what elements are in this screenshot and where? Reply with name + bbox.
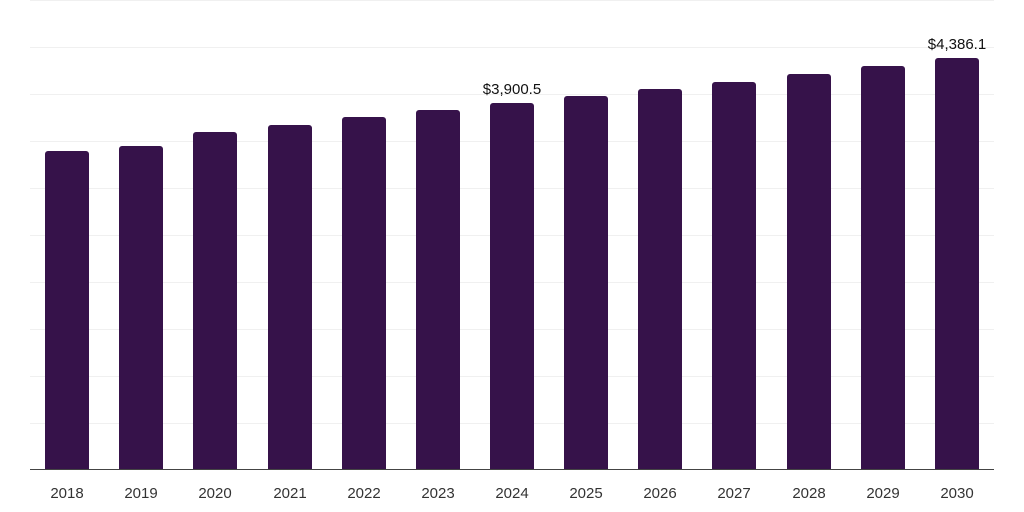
x-tick-label: 2020 [198, 485, 232, 502]
x-tick-label: 2018 [50, 485, 84, 502]
gridline [30, 47, 994, 48]
data-label: $4,386.1 [927, 36, 987, 53]
bar-2020[interactable] [193, 132, 237, 470]
x-tick-label: 2023 [421, 485, 455, 502]
x-tick-label: 2029 [866, 485, 900, 502]
bar-2029[interactable] [861, 66, 905, 470]
x-tick-label: 2021 [273, 485, 307, 502]
x-tick-label: 2027 [717, 485, 751, 502]
x-tick-label: 2022 [347, 485, 381, 502]
bar-2030[interactable] [935, 58, 979, 470]
x-tick-label: 2024 [495, 485, 529, 502]
x-tick-label: 2019 [124, 485, 158, 502]
data-label: $3,900.5 [482, 81, 542, 98]
x-tick-label: 2030 [940, 485, 974, 502]
bar-2026[interactable] [638, 89, 682, 470]
bar-2028[interactable] [787, 74, 831, 470]
gridline [30, 94, 994, 95]
bar-2023[interactable] [416, 110, 460, 470]
bar-2025[interactable] [564, 96, 608, 470]
bar-2024[interactable] [490, 103, 534, 470]
x-axis-line [30, 469, 994, 470]
x-tick-label: 2026 [643, 485, 677, 502]
bar-2027[interactable] [712, 82, 756, 470]
bar-2018[interactable] [45, 151, 89, 470]
bar-2019[interactable] [119, 146, 163, 470]
x-tick-label: 2028 [792, 485, 826, 502]
gridline [30, 0, 994, 1]
bar-2022[interactable] [342, 117, 386, 470]
x-tick-label: 2025 [569, 485, 603, 502]
bar-2021[interactable] [268, 125, 312, 470]
